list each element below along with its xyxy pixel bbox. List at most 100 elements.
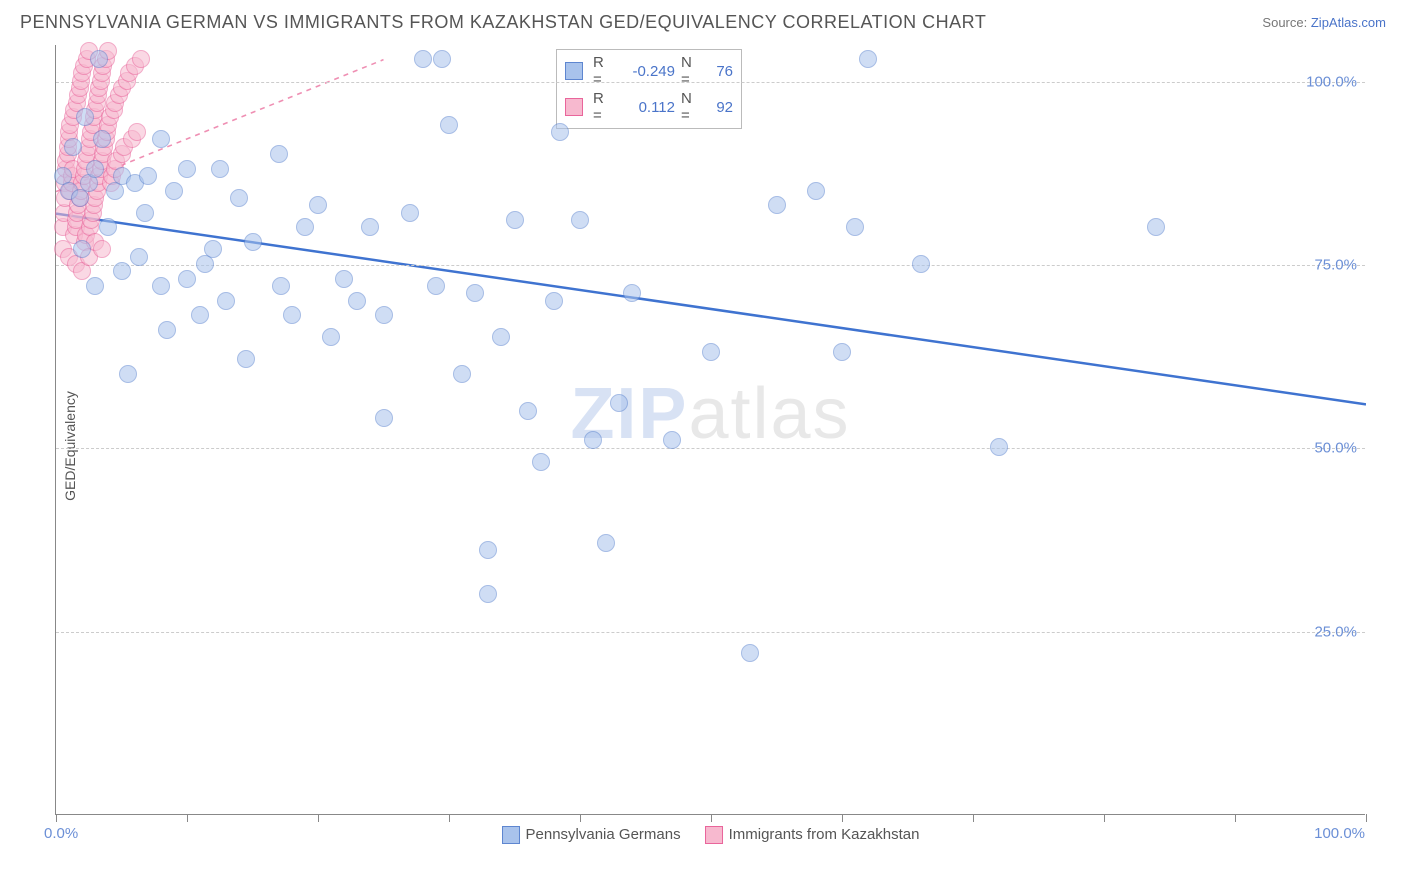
x-tick [318, 814, 319, 822]
data-point [506, 211, 524, 229]
data-point [204, 240, 222, 258]
data-point [113, 262, 131, 280]
data-point [912, 255, 930, 273]
data-point [551, 123, 569, 141]
data-point [623, 284, 641, 302]
watermark-suffix: atlas [688, 374, 850, 454]
stat-n-value: 76 [703, 63, 733, 80]
legend-label: Immigrants from Kazakhstan [729, 826, 920, 843]
data-point [191, 306, 209, 324]
chart-title: PENNSYLVANIA GERMAN VS IMMIGRANTS FROM K… [20, 12, 986, 33]
gridline [56, 632, 1365, 633]
data-point [519, 402, 537, 420]
data-point [139, 167, 157, 185]
data-point [152, 130, 170, 148]
legend-item: Immigrants from Kazakhstan [705, 826, 920, 844]
legend-swatch [502, 826, 520, 844]
data-point [610, 394, 628, 412]
data-point [136, 204, 154, 222]
source-label: Source: [1262, 15, 1307, 30]
data-point [361, 218, 379, 236]
y-tick-label: 75.0% [1314, 257, 1357, 274]
legend-swatch [565, 98, 583, 116]
data-point [375, 306, 393, 324]
watermark: ZIPatlas [570, 373, 850, 455]
data-point [453, 365, 471, 383]
stat-label: N = [675, 54, 703, 88]
x-axis-min-label: 0.0% [44, 825, 78, 842]
data-point [309, 196, 327, 214]
x-tick [1235, 814, 1236, 822]
data-point [283, 306, 301, 324]
data-point [807, 182, 825, 200]
data-point [571, 211, 589, 229]
data-point [90, 50, 108, 68]
data-point [73, 240, 91, 258]
stat-label: N = [675, 90, 703, 124]
data-point [440, 116, 458, 134]
data-point [130, 248, 148, 266]
data-point [211, 160, 229, 178]
x-tick [449, 814, 450, 822]
stat-r-value: -0.249 [615, 63, 675, 80]
data-point [492, 328, 510, 346]
data-point [846, 218, 864, 236]
data-point [128, 123, 146, 141]
data-point [244, 233, 262, 251]
data-point [86, 160, 104, 178]
y-tick-label: 50.0% [1314, 440, 1357, 457]
correlation-stats-box: R =-0.249N =76 R =0.112N =92 [556, 49, 742, 129]
data-point [990, 438, 1008, 456]
data-point [86, 277, 104, 295]
stat-n-value: 92 [703, 99, 733, 116]
data-point [479, 541, 497, 559]
source-link[interactable]: ZipAtlas.com [1311, 15, 1386, 30]
data-point [76, 108, 94, 126]
x-tick [1366, 814, 1367, 822]
data-point [532, 453, 550, 471]
data-point [348, 292, 366, 310]
data-point [466, 284, 484, 302]
data-point [702, 343, 720, 361]
scatter-plot: ZIPatlas R =-0.249N =76R =0.112N =92 0.0… [55, 45, 1365, 815]
data-point [833, 343, 851, 361]
legend-swatch [565, 62, 583, 80]
gridline [56, 82, 1365, 83]
data-point [132, 50, 150, 68]
data-point [64, 138, 82, 156]
data-point [545, 292, 563, 310]
data-point [158, 321, 176, 339]
data-point [663, 431, 681, 449]
x-tick [1104, 814, 1105, 822]
data-point [1147, 218, 1165, 236]
gridline [56, 448, 1365, 449]
data-point [335, 270, 353, 288]
data-point [272, 277, 290, 295]
data-point [296, 218, 314, 236]
stat-label: R = [587, 90, 615, 124]
data-point [322, 328, 340, 346]
x-tick [842, 814, 843, 822]
stat-r-value: 0.112 [615, 99, 675, 116]
data-point [178, 270, 196, 288]
data-point [479, 585, 497, 603]
stat-label: R = [587, 54, 615, 88]
data-point [93, 240, 111, 258]
data-point [237, 350, 255, 368]
data-point [217, 292, 235, 310]
data-point [741, 644, 759, 662]
data-point [230, 189, 248, 207]
data-point [165, 182, 183, 200]
data-point [99, 218, 117, 236]
data-point [93, 130, 111, 148]
data-point [768, 196, 786, 214]
gridline [56, 265, 1365, 266]
y-tick-label: 25.0% [1314, 623, 1357, 640]
series-legend: Pennsylvania Germans Immigrants from Kaza… [502, 826, 920, 844]
data-point [427, 277, 445, 295]
legend-label: Pennsylvania Germans [526, 826, 681, 843]
x-tick [56, 814, 57, 822]
data-point [859, 50, 877, 68]
x-axis-max-label: 100.0% [1314, 825, 1365, 842]
x-tick [580, 814, 581, 822]
